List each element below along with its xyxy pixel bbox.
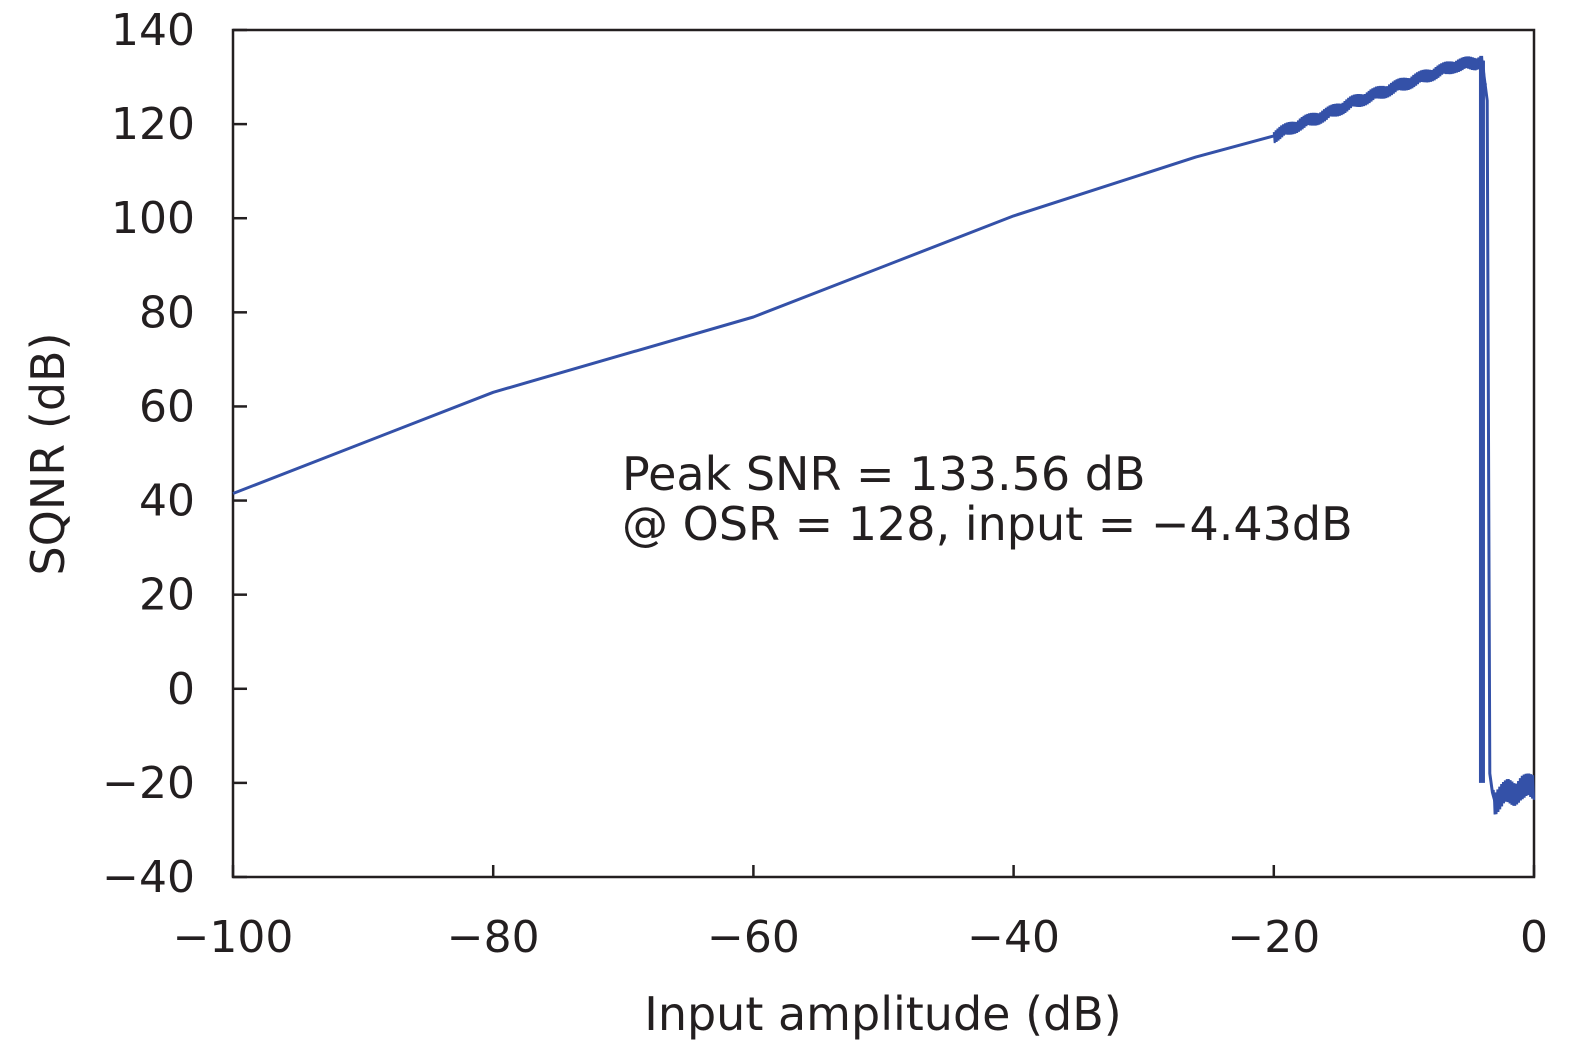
annotation-osr-input: @ OSR = 128, input = −4.43dB <box>622 497 1353 551</box>
x-tick-label: −100 <box>173 912 294 963</box>
y-tick-label: 140 <box>111 5 195 56</box>
y-tick-label: 60 <box>139 381 195 432</box>
y-tick-label: −20 <box>102 758 195 809</box>
y-tick-label: 20 <box>139 570 195 621</box>
x-tick-label: −40 <box>967 912 1060 963</box>
y-tick-label: 0 <box>167 664 195 715</box>
y-tick-label: −40 <box>102 852 195 903</box>
y-tick-label: 100 <box>111 193 195 244</box>
x-axis-label: Input amplitude (dB) <box>644 987 1121 1041</box>
x-tick-label: −60 <box>707 912 800 963</box>
y-tick-label: 120 <box>111 99 195 150</box>
y-tick-label: 40 <box>139 476 195 527</box>
sqnr-noise-band <box>1272 55 1535 815</box>
axis-ticks <box>231 28 1536 879</box>
plot-frame <box>231 28 1536 879</box>
x-tick-label: −20 <box>1227 912 1320 963</box>
x-tick-label: 0 <box>1520 912 1548 963</box>
x-tick-label: −80 <box>447 912 540 963</box>
sqnr-series-line <box>232 59 1534 804</box>
sqnr-noise-trace <box>1492 773 1535 815</box>
axis-tick-labels: −100 −80 −60 −40 −20 0 −40 −20 0 20 40 60 80 100 120 14… <box>102 5 1548 963</box>
sqnr-drop-edge <box>1478 60 1485 783</box>
y-tick-label: 80 <box>139 287 195 338</box>
annotation-peak-snr: Peak SNR = 133.56 dB <box>622 447 1146 501</box>
y-axis-label: SQNR (dB) <box>21 332 75 575</box>
sqnr-noise-trace <box>1272 55 1487 144</box>
